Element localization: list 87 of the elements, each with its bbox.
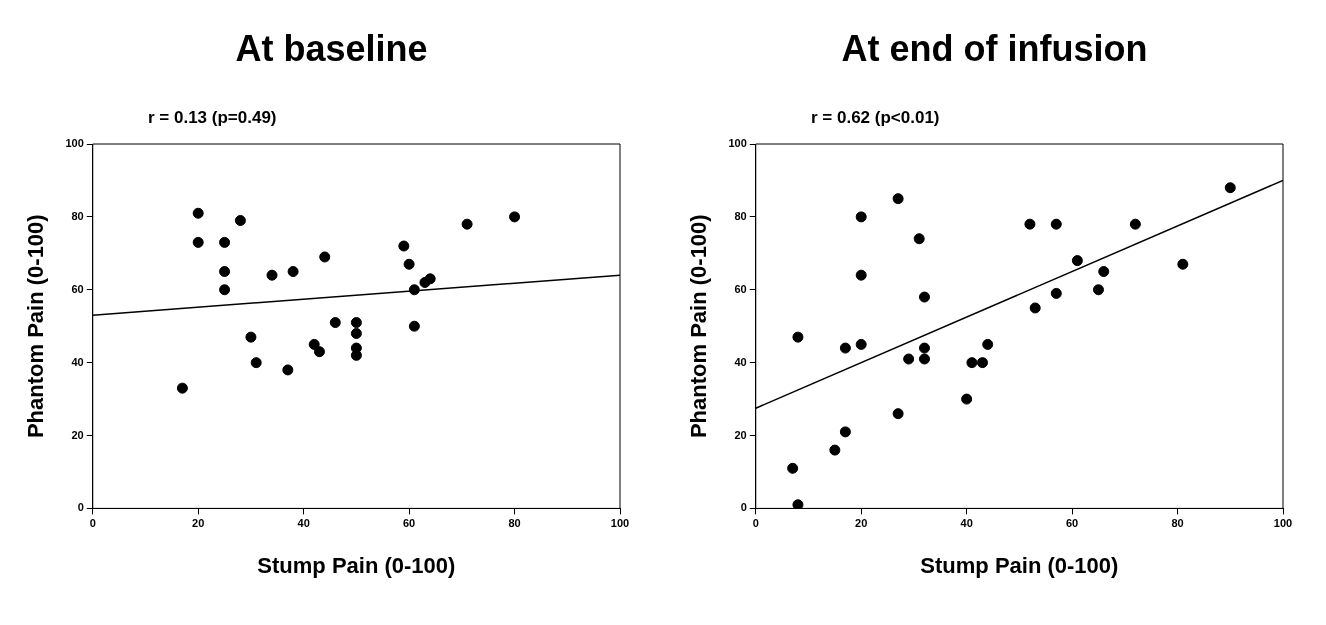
x-tick-label: 100: [610, 517, 630, 530]
point: [287, 266, 299, 278]
point: [192, 236, 204, 248]
y-tick-label: 100: [65, 137, 84, 150]
point: [1092, 284, 1104, 296]
point: [192, 207, 204, 219]
x-tick-label: 20: [192, 517, 205, 530]
point: [1129, 218, 1141, 230]
x-tick-label: 0: [89, 517, 96, 530]
point: [982, 338, 994, 350]
point: [329, 317, 341, 329]
point: [245, 331, 257, 343]
point: [408, 320, 420, 332]
point: [829, 444, 841, 456]
y-tick-label: 40: [734, 355, 747, 368]
x-tick-label: 60: [402, 517, 416, 530]
x-tick-label: 20: [855, 517, 868, 530]
point: [176, 382, 188, 394]
point: [219, 266, 231, 278]
point: [1050, 218, 1062, 230]
y-tick-label: 100: [728, 137, 747, 150]
x-tick-label: 40: [960, 517, 973, 530]
point: [855, 211, 867, 223]
point: [408, 284, 420, 296]
point: [966, 357, 978, 369]
point: [308, 338, 320, 350]
y-tick-label: 0: [77, 501, 84, 514]
point: [1024, 218, 1036, 230]
point: [918, 291, 930, 303]
y-tick-label: 20: [71, 428, 84, 441]
x-tick-label: 40: [297, 517, 310, 530]
point: [1050, 287, 1062, 299]
y-tick-label: 80: [734, 209, 747, 222]
point: [313, 346, 325, 358]
point: [892, 408, 904, 420]
point: [839, 426, 851, 438]
point: [461, 218, 473, 230]
chart-subtitle: r = 0.62 (p<0.01): [811, 108, 941, 129]
point: [918, 353, 930, 365]
y-tick-label: 40: [71, 355, 84, 368]
y-tick-label: 20: [734, 428, 747, 441]
point: [403, 258, 415, 270]
point: [250, 357, 262, 369]
point: [892, 193, 904, 205]
point: [913, 233, 925, 245]
y-axis-title: Phantom Pain (0-100): [686, 214, 712, 439]
y-tick-label: 60: [71, 282, 84, 295]
chart-title: At baseline: [234, 28, 429, 71]
x-tick-label: 100: [1273, 517, 1293, 530]
point: [282, 364, 294, 376]
point: [792, 499, 804, 509]
point: [918, 342, 930, 354]
x-axis-title: Stump Pain (0-100): [920, 552, 1119, 578]
point: [350, 317, 362, 329]
point: [509, 211, 521, 223]
point: [219, 236, 231, 248]
point: [1029, 302, 1041, 314]
point: [839, 342, 851, 354]
y-axis-title: Phantom Pain (0-100): [23, 214, 49, 439]
x-tick-label: 80: [1171, 517, 1184, 530]
point: [903, 353, 915, 365]
point: [424, 273, 436, 285]
point: [1071, 255, 1083, 267]
point: [976, 357, 988, 369]
point: [219, 284, 231, 296]
point: [961, 393, 973, 405]
y-tick-label: 0: [740, 501, 747, 514]
point: [398, 240, 410, 252]
point: [792, 331, 804, 343]
point: [787, 462, 799, 474]
point: [855, 269, 867, 281]
y-tick-label: 60: [734, 282, 747, 295]
chart-title: At end of infusion: [840, 28, 1149, 71]
x-tick-label: 60: [1065, 517, 1079, 530]
point: [319, 251, 331, 263]
chart-subtitle: r = 0.13 (p=0.49): [148, 108, 278, 129]
point: [1177, 258, 1189, 270]
x-tick-label: 80: [508, 517, 521, 530]
point: [350, 327, 362, 339]
y-tick-label: 80: [71, 209, 84, 222]
x-tick-label: 0: [752, 517, 759, 530]
point: [234, 215, 246, 227]
point: [1098, 266, 1110, 278]
point: [266, 269, 278, 281]
point: [855, 338, 867, 350]
point: [1224, 182, 1236, 194]
x-axis-title: Stump Pain (0-100): [257, 552, 456, 578]
